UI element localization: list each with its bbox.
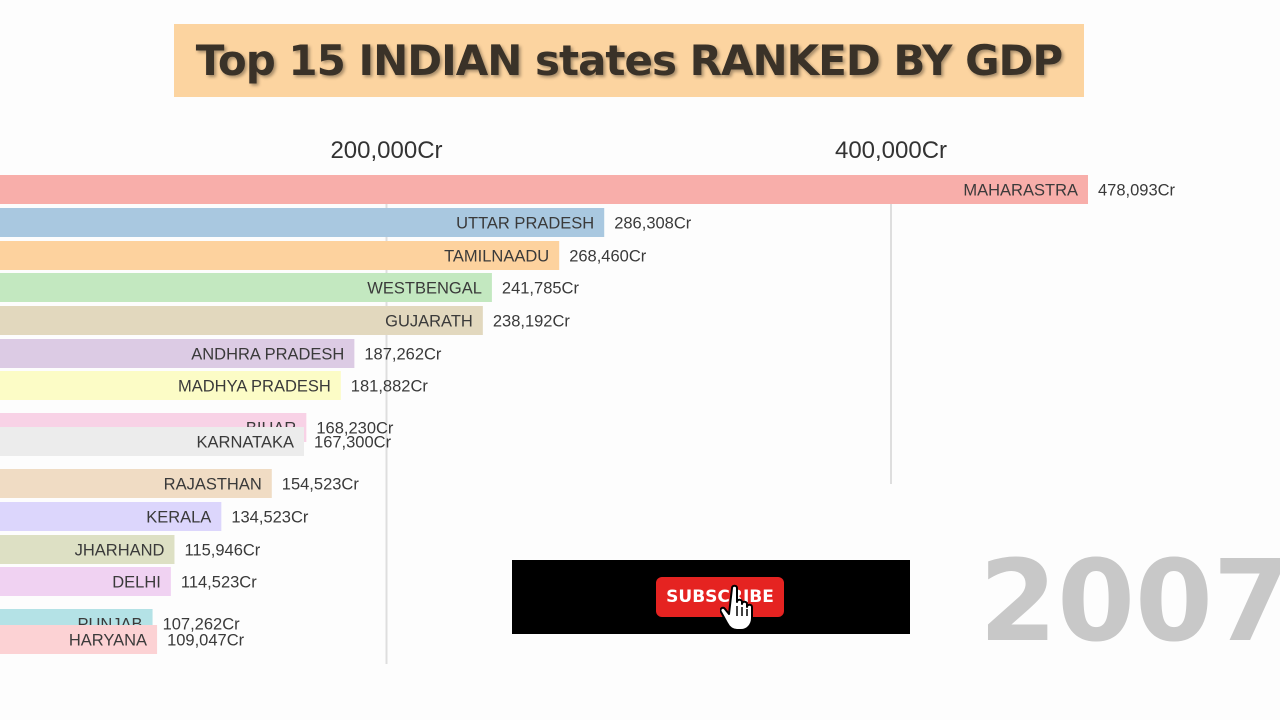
bar-category-label: MADHYA PRADESH xyxy=(178,378,331,396)
grid-layer: 200,000Cr 400,000Cr xyxy=(330,137,947,664)
bar-group: RAJASTHAN 154,523Cr xyxy=(0,469,359,498)
bar-value-label: 167,300Cr xyxy=(314,434,392,452)
bar-group: WESTBENGAL 241,785Cr xyxy=(0,273,579,302)
bar xyxy=(0,535,175,564)
bar xyxy=(0,469,272,498)
bar-value-label: 114,523Cr xyxy=(181,574,257,592)
bar xyxy=(0,625,158,654)
bar-category-label: ANDHRA PRADESH xyxy=(191,346,344,364)
bar xyxy=(0,371,341,400)
bar xyxy=(0,273,492,302)
year-label: 2007 xyxy=(979,537,1280,667)
chart-title: Top 15 INDIAN states RANKED BY GDP xyxy=(195,36,1063,85)
bar-category-label: HARYANA xyxy=(69,632,147,650)
bar-value-label: 134,523Cr xyxy=(231,509,309,527)
bar xyxy=(0,306,483,335)
bar-group: GUJARATH 238,192Cr xyxy=(0,306,570,335)
bar-group: DELHI 114,523Cr xyxy=(0,567,257,596)
bar-value-label: 115,946Cr xyxy=(184,542,260,560)
x-tick-label: 200,000Cr xyxy=(330,137,442,164)
bar xyxy=(0,502,222,531)
bar-category-label: GUJARATH xyxy=(385,313,473,331)
bar-category-label: DELHI xyxy=(112,574,161,592)
bar xyxy=(0,208,605,237)
bar-value-label: 238,192Cr xyxy=(493,313,571,331)
bar xyxy=(0,339,355,368)
bar xyxy=(0,427,305,456)
bar-value-label: 107,262Cr xyxy=(163,616,241,634)
bar-group: JHARHAND 115,946Cr xyxy=(0,535,261,564)
bar xyxy=(0,241,560,270)
bar-value-label: 109,047Cr xyxy=(167,632,245,650)
bar xyxy=(0,567,171,596)
bar-category-label: TAMILNAADU xyxy=(444,248,549,266)
bar-category-label: WESTBENGAL xyxy=(367,280,482,298)
bar-group: TAMILNAADU 268,460Cr xyxy=(0,241,647,270)
bar-layer: MAHARASTRA 478,093Cr UTTAR PRADESH 286,308C… xyxy=(0,175,1176,654)
bar-value-label: 187,262Cr xyxy=(364,346,442,364)
subscribe-banner: SUBSCRIBE xyxy=(512,560,910,634)
bar-value-label: 286,308Cr xyxy=(614,215,692,233)
bar-category-label: MAHARASTRA xyxy=(963,182,1078,200)
bar-group: HARYANA 109,047Cr xyxy=(0,625,245,654)
bar-value-label: 181,882Cr xyxy=(351,378,429,396)
bar-category-label: KERALA xyxy=(146,509,211,527)
bar-value-label: 168,230Cr xyxy=(316,420,394,438)
bar-group: UTTAR PRADESH 286,308Cr xyxy=(0,208,692,237)
bar-category-label: UTTAR PRADESH xyxy=(456,215,594,233)
bar-group: KERALA 134,523Cr xyxy=(0,502,309,531)
bar-value-label: 478,093Cr xyxy=(1098,182,1176,200)
bar-group: ANDHRA PRADESH 187,262Cr xyxy=(0,339,442,368)
bar-group: KARNATAKA 167,300Cr xyxy=(0,427,392,456)
bar-value-label: 154,523Cr xyxy=(282,476,360,494)
bar-value-label: 241,785Cr xyxy=(502,280,580,298)
bar-group: MADHYA PRADESH 181,882Cr xyxy=(0,371,428,400)
x-tick-label: 400,000Cr xyxy=(835,137,947,164)
bar xyxy=(0,175,1088,204)
hand-pointer-icon xyxy=(720,584,753,631)
bar-group: MAHARASTRA 478,093Cr xyxy=(0,175,1176,204)
title-banner: Top 15 INDIAN states RANKED BY GDP xyxy=(174,24,1084,97)
bar-value-label: 268,460Cr xyxy=(569,248,647,266)
bar-category-label: RAJASTHAN xyxy=(164,476,262,494)
bar-category-label: JHARHAND xyxy=(75,542,165,560)
bar-category-label: KARNATAKA xyxy=(197,434,295,452)
